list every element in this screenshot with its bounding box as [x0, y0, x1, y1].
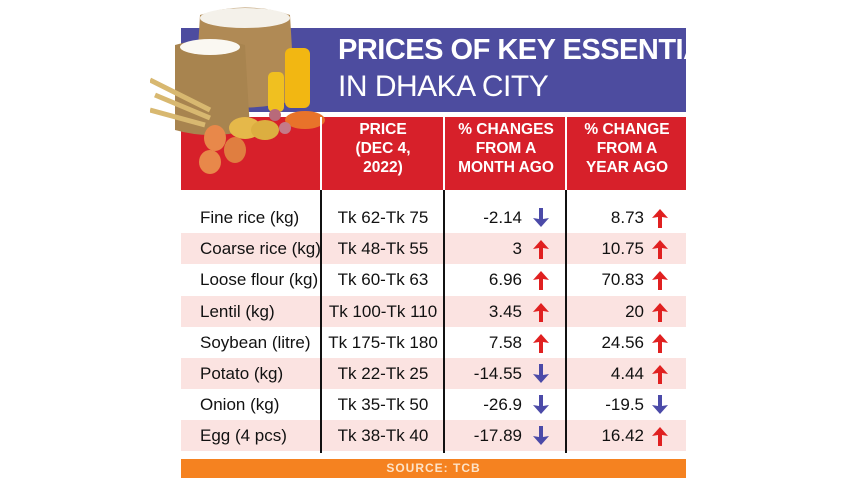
month-change-value: -2.14: [483, 208, 522, 227]
month-change-value: -26.9: [483, 395, 522, 415]
arrow-down-icon: [533, 426, 549, 446]
arrow-up-icon: [533, 271, 549, 291]
column-header-year-change: % CHANGE FROM A YEAR AGO: [584, 121, 670, 176]
month-change-value: 7.58: [488, 332, 522, 352]
column-divider: [320, 190, 322, 453]
item-name: Fine rice (kg): [200, 208, 300, 227]
price-range: Tk 22-Tk 25: [337, 364, 429, 383]
price-range: Tk 38-Tk 40: [337, 426, 429, 446]
source-note: SOURCE: TCB: [181, 459, 686, 478]
arrow-down-icon: [652, 395, 668, 415]
table-row: Fine rice (kg) Tk 62-Tk 75 -2.14 8.73: [181, 202, 686, 233]
year-change-value: 70.83: [601, 270, 644, 290]
month-change-value: -17.89: [473, 426, 522, 446]
arrow-up-icon: [652, 365, 668, 384]
table-row: Loose flour (kg) Tk 60-Tk 63 6.96 70.83: [181, 264, 686, 295]
item-name: Potato (kg): [200, 364, 284, 383]
month-change-value: 3: [512, 239, 522, 259]
arrow-down-icon: [533, 208, 549, 227]
table-row: Egg (4 pcs) Tk 38-Tk 40 -17.89 16.42: [181, 420, 686, 452]
item-name: Lentil (kg): [200, 301, 275, 321]
price-range: Tk 48-Tk 55: [337, 239, 429, 259]
item-name: Soybean (litre): [200, 332, 311, 352]
table-row: Soybean (litre) Tk 175-Tk 180 7.58 24.56: [181, 327, 686, 358]
price-range: Tk 175-Tk 180: [328, 332, 438, 352]
arrow-up-icon: [652, 333, 668, 353]
arrow-down-icon: [533, 364, 549, 383]
arrow-up-icon: [652, 302, 668, 322]
header-divider: [443, 117, 445, 190]
year-change-value: 16.42: [601, 426, 644, 446]
column-header-price: PRICE (DEC 4, 2022): [355, 121, 411, 176]
year-change-value: 20: [625, 301, 644, 321]
title: PRICES OF KEY ESSENTIALS: [338, 34, 740, 66]
year-change-value: 8.73: [610, 208, 644, 227]
column-divider: [565, 190, 567, 453]
arrow-up-icon: [652, 209, 668, 228]
item-name: Loose flour (kg): [200, 270, 319, 290]
year-change-value: 4.44: [610, 364, 644, 383]
year-change-value: -19.5: [605, 395, 644, 415]
item-name: Onion (kg): [200, 395, 280, 415]
month-change-value: 6.96: [488, 270, 522, 290]
price-range: Tk 62-Tk 75: [337, 208, 429, 227]
arrow-up-icon: [652, 271, 668, 291]
item-name: Egg (4 pcs): [200, 426, 287, 446]
header-divider: [320, 117, 322, 190]
year-change-value: 10.75: [601, 239, 644, 259]
header-divider: [565, 117, 567, 190]
arrow-down-icon: [533, 395, 549, 415]
arrow-up-icon: [652, 240, 668, 260]
table-row: Potato (kg) Tk 22-Tk 25 -14.55 4.44: [181, 358, 686, 389]
table-row: Onion (kg) Tk 35-Tk 50 -26.9 -19.5: [181, 389, 686, 420]
arrow-up-icon: [533, 240, 549, 260]
month-change-value: -14.55: [473, 364, 522, 383]
month-change-value: 3.45: [488, 301, 522, 321]
table-row: Coarse rice (kg) Tk 48-Tk 55 3 10.75: [181, 233, 686, 265]
column-header-month-change: % CHANGES FROM A MONTH AGO: [458, 121, 554, 176]
arrow-up-icon: [533, 333, 549, 353]
column-divider: [443, 190, 445, 453]
item-name: Coarse rice (kg): [200, 239, 321, 259]
subtitle: IN DHAKA CITY: [338, 70, 549, 103]
year-change-value: 24.56: [601, 332, 644, 352]
arrow-up-icon: [652, 427, 668, 447]
food-illustration: [150, 7, 325, 174]
table-row: Lentil (kg) Tk 100-Tk 110 3.45 20: [181, 295, 686, 327]
price-range: Tk 60-Tk 63: [337, 270, 429, 290]
price-range: Tk 100-Tk 110: [328, 301, 438, 321]
price-range: Tk 35-Tk 50: [337, 395, 429, 415]
arrow-up-icon: [533, 302, 549, 322]
